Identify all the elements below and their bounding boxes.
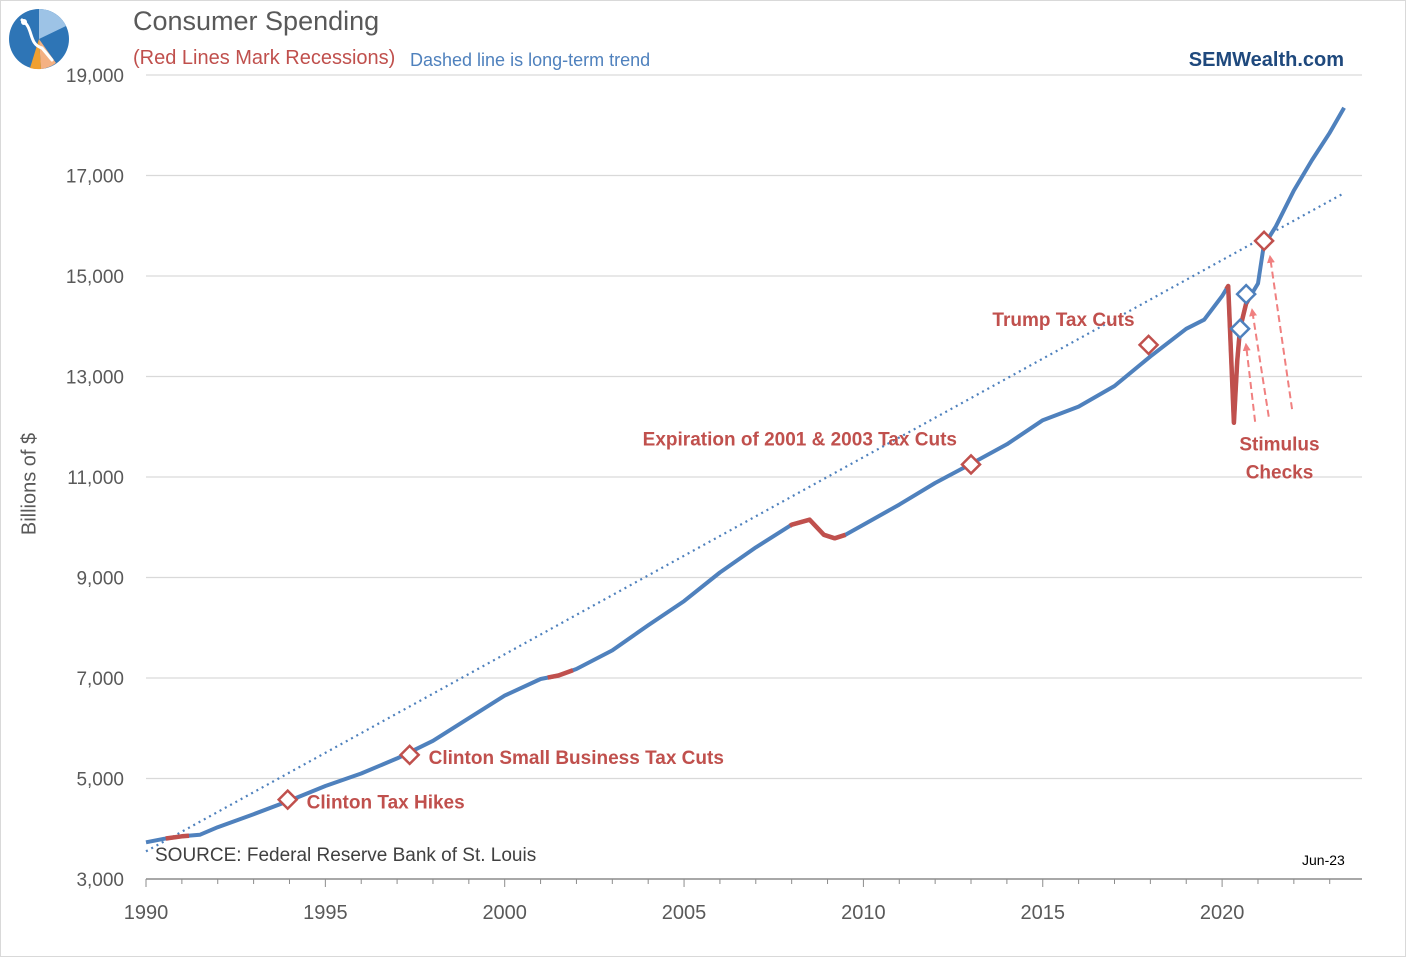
stimulus-arrow [1266, 254, 1294, 410]
policy-annotation-label: Clinton Small Business Tax Cuts [429, 748, 724, 769]
policy-marker [960, 453, 982, 476]
y-tick-label: 9,000 [76, 569, 124, 590]
y-tick-label: 19,000 [66, 66, 124, 87]
stimulus-label: Checks [1246, 463, 1314, 484]
x-tick-label: 1995 [303, 902, 348, 924]
stimulus-arrow [1249, 308, 1270, 417]
y-tick-label: 13,000 [66, 368, 124, 389]
as-of-date: Jun-23 [1302, 852, 1345, 868]
recession-segment [165, 833, 190, 841]
grid-lines [146, 74, 1362, 780]
stimulus-marker [1229, 317, 1251, 340]
stimulus-label: Stimulus [1239, 435, 1319, 456]
y-tick-label: 17,000 [66, 167, 124, 188]
policy-annotation-label: Clinton Tax Hikes [307, 793, 465, 814]
annotation-labels: Clinton Tax Hikes Clinton Small Business … [307, 310, 1320, 814]
recession-segment [1224, 283, 1255, 425]
x-tick-label: 1990 [124, 902, 169, 924]
policy-annotation-label: Trump Tax Cuts [992, 310, 1134, 331]
stimulus-arrow [1242, 342, 1257, 422]
y-tick-label: 11,000 [67, 468, 124, 489]
recession-segment [547, 668, 574, 680]
y-tick-label: 7,000 [76, 669, 124, 690]
axes: 3,000 5,000 7,000 9,000 11,000 13,000 15,000 17… [66, 66, 1362, 924]
series-layer [145, 106, 1346, 845]
policy-annotation-label: Expiration of 2001 & 2003 Tax Cuts [643, 429, 957, 450]
recession-subtitle: (Red Lines Mark Recessions) [133, 47, 396, 69]
policy-marker [1137, 334, 1160, 356]
x-tick-label: 2005 [662, 902, 707, 924]
stimulus-arrows [1242, 254, 1294, 422]
y-tick-label: 3,000 [76, 870, 124, 891]
annotation-markers [276, 230, 1275, 811]
x-tick-label: 2010 [841, 902, 886, 924]
brand-label: SEMWealth.com [1188, 49, 1344, 71]
chart-title: Consumer Spending [133, 6, 380, 36]
sem-logo-icon [8, 8, 70, 70]
policy-marker [276, 788, 299, 811]
policy-marker [398, 744, 421, 766]
x-tick-label: 2000 [482, 902, 527, 924]
spending-line [145, 106, 1346, 845]
trend-line-layer [145, 192, 1345, 853]
recession-segment [788, 517, 847, 541]
x-tick-label: 2020 [1200, 902, 1245, 924]
y-tick-label: 15,000 [66, 267, 124, 288]
x-tick-label: 2015 [1021, 902, 1066, 924]
stimulus-marker [1235, 283, 1257, 305]
stimulus-marker [1253, 230, 1275, 252]
y-tick-label: 5,000 [76, 770, 124, 791]
source-note: SOURCE: Federal Reserve Bank of St. Loui… [155, 845, 537, 866]
trend-subtitle: Dashed line is long-term trend [410, 50, 651, 70]
trend-line [145, 192, 1345, 853]
